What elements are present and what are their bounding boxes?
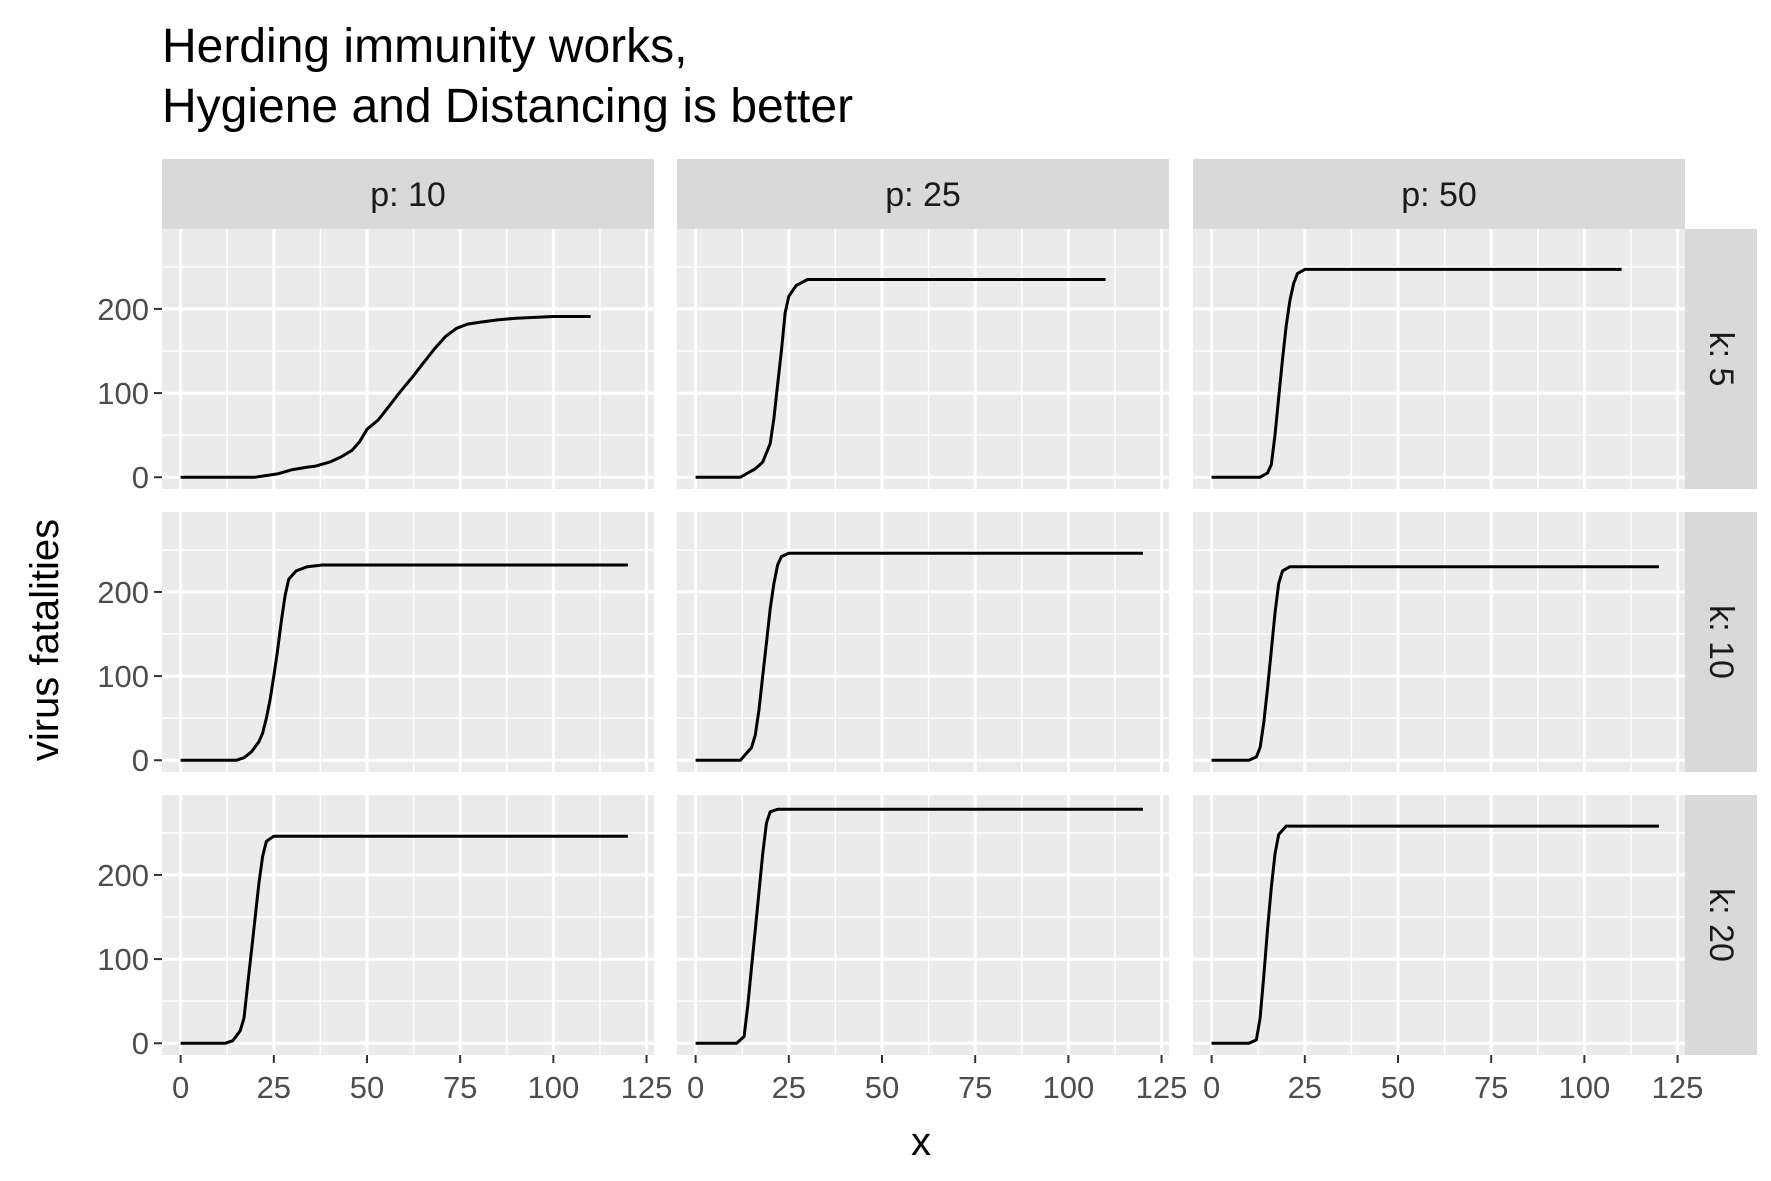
panel-bg-0-0	[162, 229, 654, 489]
y-tick-label: 200	[97, 858, 149, 893]
y-axis-title: virus fatalities	[23, 519, 67, 761]
x-tick-label: 100	[527, 1070, 579, 1105]
x-tick-label: 125	[1652, 1070, 1704, 1105]
facet-strip-row-0	[1685, 229, 1757, 489]
facet-strip-col-0	[162, 159, 654, 229]
series-line-2-2	[1211, 824, 1659, 1045]
series-line-2-1	[695, 807, 1143, 1045]
facet-label-row-2: k: 20	[1702, 888, 1740, 962]
y-tick-label: 100	[97, 942, 149, 977]
facet-label-row-0: k: 5	[1702, 332, 1740, 387]
x-tick-label: 100	[1558, 1070, 1610, 1105]
x-tick-label: 0	[687, 1070, 704, 1105]
x-tick-label: 125	[1136, 1070, 1188, 1105]
x-tick-label: 0	[1203, 1070, 1220, 1105]
x-tick-label: 75	[1474, 1070, 1508, 1105]
series-line-0-2	[1211, 267, 1622, 479]
series-line-2-0	[180, 834, 628, 1045]
series-line-1-0	[180, 563, 628, 762]
x-tick-label: 125	[621, 1070, 673, 1105]
y-tick-label: 200	[97, 292, 149, 327]
panel-bg-2-0	[162, 795, 654, 1055]
x-tick-label: 50	[1381, 1070, 1415, 1105]
panel-bg-1-2	[1193, 512, 1685, 772]
x-tick-label: 25	[1288, 1070, 1322, 1105]
facet-label-col-2: p: 50	[1401, 176, 1477, 214]
x-tick-label: 0	[172, 1070, 189, 1105]
y-tick-label: 200	[97, 575, 149, 610]
x-tick-label: 25	[257, 1070, 291, 1105]
x-tick-label: 50	[865, 1070, 899, 1105]
x-axis-title: x	[911, 1120, 931, 1164]
x-tick-label: 50	[350, 1070, 384, 1105]
panel-bg-0-1	[677, 229, 1169, 489]
y-tick-label: 0	[132, 1026, 149, 1061]
series-line-0-1	[695, 278, 1106, 479]
series-line-1-2	[1211, 565, 1659, 762]
panel-bg-2-1	[677, 795, 1169, 1055]
panel-bg-2-2	[1193, 795, 1685, 1055]
x-tick-label: 75	[958, 1070, 992, 1105]
series-line-1-1	[695, 551, 1143, 762]
y-tick-label: 0	[132, 743, 149, 778]
y-tick-label: 100	[97, 659, 149, 694]
x-tick-label: 25	[772, 1070, 806, 1105]
chart-title-line-1: Herding immunity works,	[162, 20, 687, 73]
y-tick-label: 0	[132, 460, 149, 495]
facet-label-row-1: k: 10	[1702, 605, 1740, 679]
y-tick-label: 100	[97, 376, 149, 411]
facet-label-col-1: p: 25	[885, 176, 961, 214]
facet-strip-row-2	[1685, 795, 1757, 1055]
x-tick-label: 100	[1042, 1070, 1094, 1105]
facet-strip-col-2	[1193, 159, 1685, 229]
series-line-0-0	[180, 315, 591, 479]
panel-bg-1-1	[677, 512, 1169, 772]
facet-label-col-0: p: 10	[370, 176, 446, 214]
chart-title-line-2: Hygiene and Distancing is better	[162, 80, 853, 133]
panel-bg-1-0	[162, 512, 654, 772]
facet-strip-col-1	[677, 159, 1169, 229]
x-tick-label: 75	[443, 1070, 477, 1105]
facet-strip-row-1	[1685, 512, 1757, 772]
facet-panels: p: 10 p: 25 p: 50 k: 5 k: 10 k: 20 0 100 200 0 100…	[97, 159, 1757, 1105]
